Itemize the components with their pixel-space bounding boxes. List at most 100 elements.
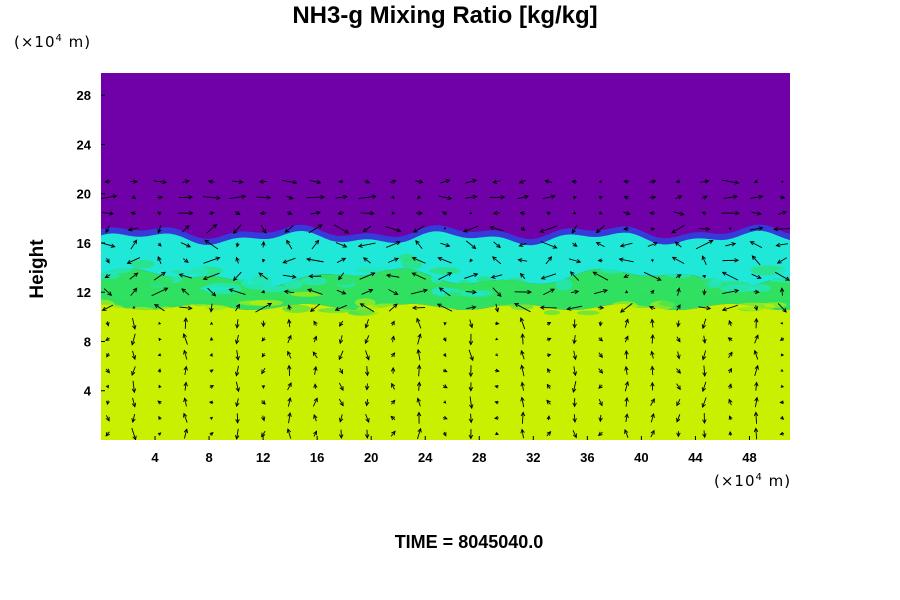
- wind-vector: [357, 242, 376, 248]
- wind-vector: [182, 333, 188, 345]
- wind-vector: [753, 349, 759, 360]
- x-tick-label: 20: [364, 450, 378, 465]
- y-tick-label: 12: [77, 285, 91, 300]
- wind-vector: [126, 257, 141, 264]
- wind-vector: [753, 305, 759, 312]
- wind-vector: [104, 179, 111, 184]
- wind-vector: [672, 211, 685, 216]
- wind-vector: [181, 224, 190, 233]
- wind-vector: [619, 302, 633, 313]
- wind-vector: [702, 365, 707, 377]
- wind-vector: [313, 383, 318, 389]
- wind-vector: [105, 415, 110, 422]
- x-tick-label: 12: [256, 450, 270, 465]
- wind-vector: [209, 385, 215, 389]
- wind-vector: [754, 334, 759, 344]
- wind-vector: [416, 381, 422, 391]
- field-patch: [149, 275, 174, 285]
- wind-vector: [203, 256, 221, 264]
- wind-vector: [132, 317, 137, 330]
- y-axis-unit: (×104 m): [14, 33, 91, 51]
- field-patch: [101, 263, 134, 274]
- wind-vector: [597, 431, 603, 437]
- wind-vector: [650, 227, 656, 231]
- x-tick-label: 16: [310, 450, 324, 465]
- wind-vector: [105, 257, 110, 264]
- wind-vector: [671, 256, 685, 264]
- wind-vector: [132, 306, 136, 309]
- wind-vector: [624, 365, 629, 375]
- wind-vector: [157, 211, 162, 216]
- field-patch: [576, 310, 600, 316]
- field-patch: [603, 273, 623, 285]
- wind-vector: [261, 400, 266, 405]
- wind-vector: [443, 227, 447, 231]
- y-tick-label: 4: [84, 384, 92, 399]
- wind-vector: [416, 411, 422, 424]
- wind-vector: [309, 179, 322, 185]
- wind-vector: [466, 305, 477, 310]
- wind-vector: [469, 396, 474, 410]
- x-tick-label: 48: [742, 450, 756, 465]
- wind-vector: [598, 321, 603, 327]
- wind-vector: [598, 352, 603, 359]
- wind-vector: [492, 179, 501, 184]
- wind-vector: [153, 303, 165, 312]
- wind-vector: [287, 382, 292, 391]
- wind-vector: [284, 225, 294, 233]
- wind-vector: [572, 211, 577, 215]
- wind-vector: [643, 271, 662, 281]
- wind-vector: [436, 303, 453, 312]
- wind-vector: [546, 431, 552, 437]
- wind-vector: [282, 180, 298, 185]
- field-patch: [476, 276, 493, 284]
- y-tick-label: 16: [77, 236, 91, 251]
- wind-vector: [623, 195, 629, 200]
- wind-vector: [179, 195, 194, 200]
- wind-vector: [546, 353, 552, 358]
- wind-vector: [442, 337, 447, 342]
- wind-vector: [442, 368, 448, 373]
- wind-vector: [286, 210, 293, 215]
- wind-vector: [701, 381, 707, 393]
- wind-vector: [437, 256, 452, 264]
- wind-vector: [442, 415, 448, 420]
- x-tick-label: 44: [688, 450, 703, 465]
- wind-vector: [624, 428, 629, 438]
- wind-vector: [624, 318, 629, 328]
- wind-vector: [753, 289, 760, 295]
- wind-vector: [702, 289, 707, 296]
- wind-vector: [440, 179, 451, 184]
- wind-vector: [676, 351, 681, 360]
- x-tick-label: 32: [526, 450, 540, 465]
- wind-vector: [359, 272, 376, 280]
- wind-vector: [546, 368, 551, 373]
- wind-vector: [183, 349, 188, 360]
- wind-vector: [158, 337, 162, 341]
- wind-vector: [308, 224, 323, 234]
- wind-vector: [647, 242, 659, 247]
- field-patch: [300, 276, 328, 286]
- wind-vector: [411, 272, 426, 280]
- wind-vector: [338, 335, 344, 345]
- wind-vector: [333, 224, 350, 234]
- wind-vector: [203, 195, 221, 201]
- field-patch: [125, 306, 156, 315]
- wind-vector: [571, 380, 577, 393]
- wind-vector: [624, 380, 630, 392]
- wind-vector: [469, 258, 473, 263]
- wind-vector: [235, 398, 240, 408]
- wind-vector: [261, 320, 266, 328]
- wind-vector: [675, 274, 682, 279]
- wind-vector: [568, 258, 582, 264]
- wind-vector: [543, 288, 555, 296]
- wind-vector: [749, 241, 763, 248]
- wind-vector: [520, 428, 525, 439]
- wind-vector: [517, 258, 528, 263]
- wind-vector: [624, 335, 629, 343]
- wind-vector: [753, 179, 758, 183]
- wind-vector: [520, 396, 525, 408]
- wind-vector: [494, 400, 499, 405]
- wind-vector: [287, 397, 292, 407]
- wind-vector: [385, 226, 402, 233]
